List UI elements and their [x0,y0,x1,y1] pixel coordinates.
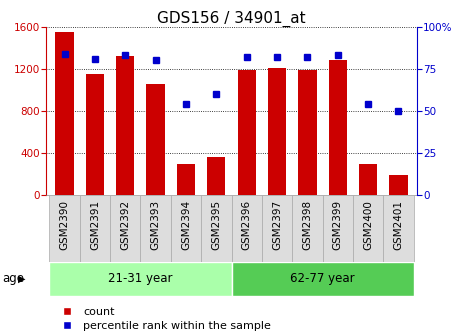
Text: ▶: ▶ [18,274,25,284]
Text: GSM2398: GSM2398 [302,200,313,250]
Text: GSM2395: GSM2395 [211,200,221,250]
Bar [383,195,413,262]
Bar [80,195,110,262]
Bar [140,195,171,262]
Bar [177,164,195,195]
Bar [323,195,353,262]
Bar [50,262,232,296]
Bar [207,157,225,195]
Text: age: age [2,272,25,285]
Bar [50,195,80,262]
Bar [56,32,74,195]
Bar [389,175,407,195]
Text: 21-31 year: 21-31 year [108,272,173,285]
Text: GSM2394: GSM2394 [181,200,191,250]
Bar [292,195,323,262]
Bar [232,262,413,296]
Bar [201,195,232,262]
Bar [116,56,134,195]
Legend: count, percentile rank within the sample: count, percentile rank within the sample [52,303,275,335]
Text: GSM2400: GSM2400 [363,200,373,250]
Bar [329,60,347,195]
Text: GSM2399: GSM2399 [333,200,343,250]
Bar [238,71,256,195]
Bar [262,195,292,262]
Bar [268,68,286,195]
Bar [86,74,104,195]
Text: GSM2396: GSM2396 [242,200,252,250]
Bar [353,195,383,262]
Text: 62-77 year: 62-77 year [290,272,355,285]
Text: GSM2392: GSM2392 [120,200,130,250]
Bar [359,164,377,195]
Text: GSM2391: GSM2391 [90,200,100,250]
Text: GSM2393: GSM2393 [150,200,161,250]
Title: GDS156 / 34901_at: GDS156 / 34901_at [157,11,306,27]
Text: GSM2390: GSM2390 [60,200,69,250]
Bar [232,195,262,262]
Bar [146,84,165,195]
Text: GSM2397: GSM2397 [272,200,282,250]
Text: GSM2401: GSM2401 [394,200,403,250]
Bar [171,195,201,262]
Bar [298,71,317,195]
Bar [110,195,140,262]
